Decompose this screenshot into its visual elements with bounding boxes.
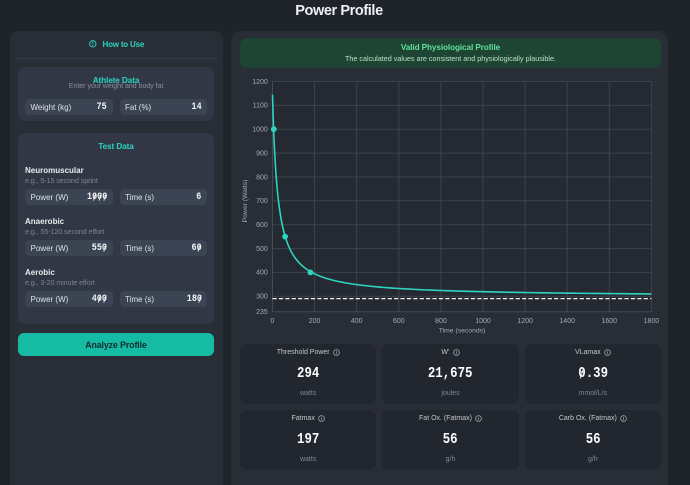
- svg-text:800: 800: [256, 174, 268, 181]
- svg-text:300: 300: [256, 293, 268, 300]
- svg-text:700: 700: [256, 198, 268, 205]
- svg-text:1400: 1400: [559, 317, 575, 324]
- svg-text:900: 900: [256, 150, 268, 157]
- svg-text:500: 500: [256, 245, 268, 252]
- svg-text:400: 400: [351, 317, 363, 324]
- svg-text:1600: 1600: [602, 317, 618, 324]
- svg-text:Time (seconds): Time (seconds): [439, 327, 486, 334]
- svg-text:0: 0: [271, 317, 275, 324]
- svg-text:1100: 1100: [253, 102, 268, 109]
- svg-text:200: 200: [309, 317, 321, 324]
- svg-text:Power (Watts): Power (Watts): [242, 179, 249, 222]
- svg-text:1800: 1800: [644, 317, 660, 324]
- svg-text:800: 800: [435, 317, 447, 324]
- svg-text:1000: 1000: [475, 317, 491, 324]
- svg-text:1200: 1200: [252, 78, 268, 85]
- svg-text:1200: 1200: [517, 317, 533, 324]
- svg-text:235: 235: [256, 309, 268, 316]
- svg-text:1000: 1000: [252, 126, 268, 133]
- svg-text:400: 400: [256, 269, 268, 276]
- svg-text:600: 600: [256, 222, 268, 229]
- svg-text:600: 600: [393, 317, 405, 324]
